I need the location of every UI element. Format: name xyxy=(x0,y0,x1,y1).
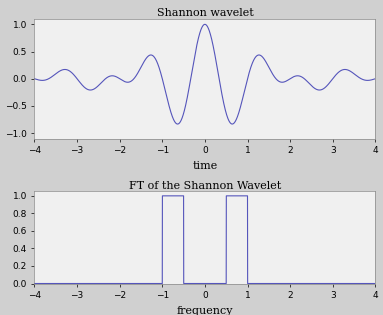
Title: Shannon wavelet: Shannon wavelet xyxy=(157,8,253,18)
X-axis label: frequency: frequency xyxy=(177,306,233,315)
Title: FT of the Shannon Wavelet: FT of the Shannon Wavelet xyxy=(129,181,281,191)
X-axis label: time: time xyxy=(192,161,218,171)
